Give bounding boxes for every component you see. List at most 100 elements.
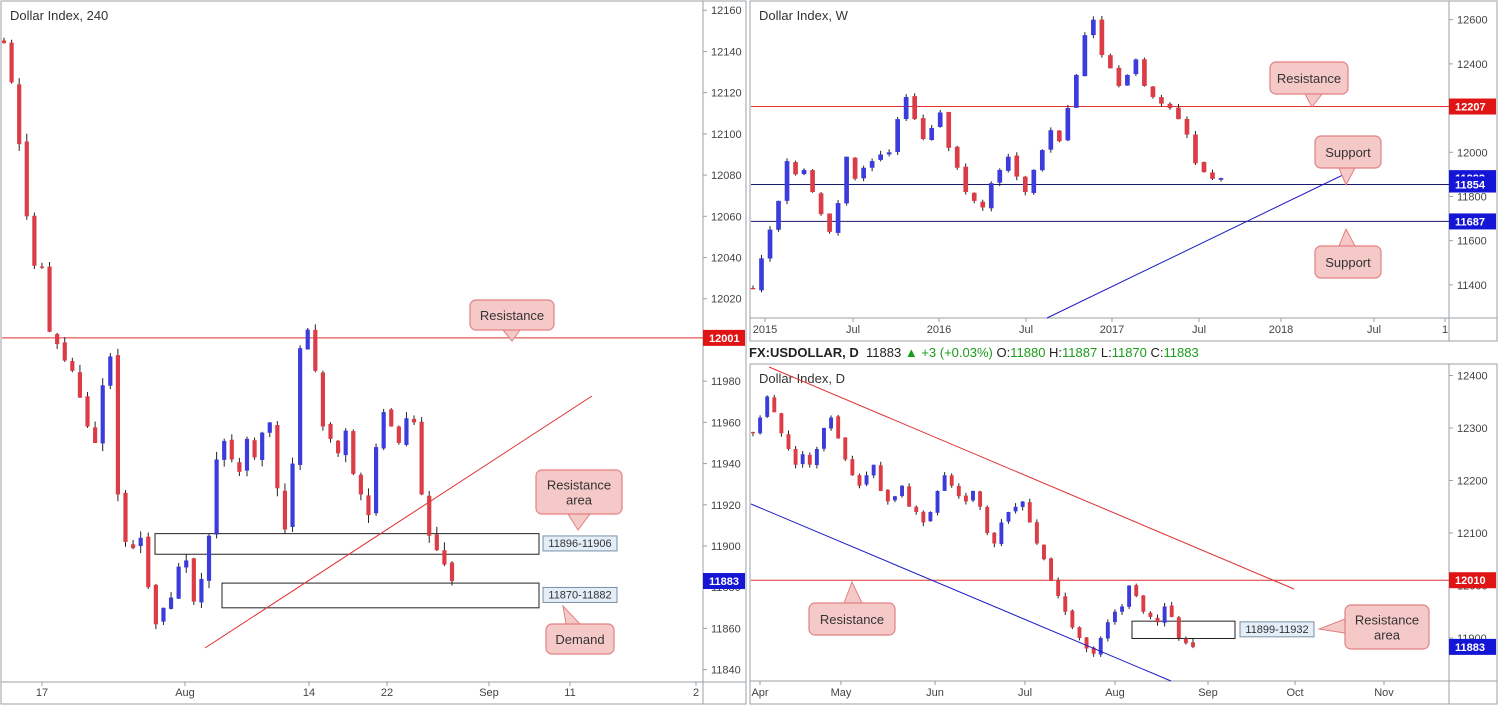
candle-body	[130, 544, 136, 549]
price-label-box	[1449, 638, 1496, 655]
candle-body	[1020, 501, 1025, 507]
chart-frame	[749, 363, 1498, 705]
price-label: 11687	[1455, 216, 1485, 228]
candle-body	[1127, 585, 1132, 607]
candle-body	[827, 213, 832, 232]
chart-title: Dollar Index, D	[759, 371, 845, 386]
candle-body	[920, 118, 926, 140]
candle-body	[434, 534, 439, 551]
y-tick-label: 12400	[1457, 59, 1488, 71]
candle-body	[1070, 610, 1075, 628]
x-tick-label: Jun	[926, 687, 944, 699]
zone-box	[154, 533, 540, 555]
candle-body	[1150, 86, 1156, 98]
candle-body	[836, 416, 841, 439]
chart-title: Dollar Index, W	[759, 8, 849, 23]
candle-body	[184, 560, 189, 568]
candle-body	[1141, 595, 1146, 612]
price-label: 12207	[1455, 102, 1486, 114]
candle-body	[77, 372, 83, 398]
callout-bubble: Support	[1314, 227, 1382, 279]
candle-body	[252, 440, 257, 458]
y-tick-label: 11980	[711, 376, 741, 388]
candle-body	[282, 490, 288, 530]
candle-body	[1169, 605, 1174, 617]
callout-text: Resistance	[1355, 613, 1419, 628]
candle-body	[298, 348, 303, 465]
x-tick-label: 14	[303, 687, 315, 699]
weekly-chart[interactable]: Dollar Index, W1260012400122001200011800…	[749, 0, 1498, 342]
candle-body	[900, 485, 904, 497]
candle-body	[1034, 522, 1039, 544]
candle-body	[237, 462, 242, 472]
x-tick-label: 2016	[927, 324, 951, 336]
y-tick-label: 12160	[711, 5, 742, 17]
price-label-box	[1449, 98, 1496, 115]
candle-body	[214, 459, 219, 535]
candle-body	[55, 334, 60, 345]
zone-label-box	[542, 586, 618, 603]
candle-body	[928, 511, 933, 522]
candle-body	[24, 141, 29, 217]
price-label-box	[1449, 176, 1496, 193]
x-tick-label: Aug	[175, 687, 195, 699]
x-tick-label: Jul	[846, 324, 860, 336]
price-label-box	[1449, 213, 1496, 230]
candle-body	[857, 475, 862, 486]
price-label: 11883	[1455, 642, 1485, 654]
candle-body	[1074, 74, 1079, 108]
candle-body	[801, 169, 807, 175]
candle-body	[168, 597, 174, 609]
candle-body	[1077, 627, 1082, 638]
candle-body	[779, 413, 784, 434]
zone-box	[221, 582, 540, 609]
candle-body	[419, 421, 424, 495]
candle-body	[123, 492, 128, 542]
candle-body	[260, 432, 265, 460]
candle-body	[751, 431, 755, 434]
candle-body	[861, 167, 866, 179]
candle-body	[1142, 59, 1147, 86]
candle-body	[1108, 55, 1113, 69]
y-tick-label: 12200	[1457, 475, 1488, 487]
y-tick-label: 12300	[1457, 423, 1488, 435]
daily-chart[interactable]: Dollar Index, D1240012300122001210012000…	[749, 363, 1498, 705]
candle-body	[396, 426, 401, 443]
candle-body	[328, 423, 333, 439]
h4-chart[interactable]: Dollar Index, 240 12160 12140 12120 12100 120…	[0, 0, 747, 705]
candle-body	[929, 127, 935, 141]
candle-body	[442, 550, 447, 565]
candle-body	[1184, 118, 1190, 135]
candle-body	[1027, 502, 1032, 523]
x-tick-label: 2017	[1100, 324, 1124, 336]
candle-body	[844, 156, 849, 204]
candle-body	[1082, 35, 1088, 77]
candle-body	[275, 425, 280, 489]
candle-body	[161, 607, 166, 622]
candle-body	[914, 506, 919, 512]
candle-body	[290, 463, 295, 527]
candle-body	[878, 154, 883, 160]
candle-body	[62, 342, 67, 361]
candle-body	[93, 427, 98, 443]
price-label: 12010	[1455, 575, 1486, 587]
candle-body	[885, 489, 890, 502]
candle-body	[229, 439, 234, 460]
candle-body	[1022, 176, 1028, 193]
candle-body	[784, 161, 790, 201]
zone-label: 11896-11906	[548, 538, 611, 550]
candle-body	[320, 372, 326, 427]
candle-body	[1167, 103, 1173, 109]
weekly-chart-panel: Dollar Index, W1260012400122001200011800…	[749, 0, 1498, 342]
channel-line	[768, 366, 1295, 590]
daily-chart-panel: Dollar Index, D1240012300122001210012000…	[749, 363, 1498, 705]
candle-body	[1056, 580, 1061, 596]
candle-body	[985, 506, 990, 533]
up-arrow-icon: ▲	[904, 345, 918, 360]
candle-body	[971, 490, 975, 501]
candle-body	[829, 417, 834, 429]
candle-body	[971, 192, 977, 201]
x-tick-label: 11	[564, 687, 575, 699]
x-tick-label: Nov	[1374, 687, 1394, 699]
candle-body	[199, 578, 204, 603]
